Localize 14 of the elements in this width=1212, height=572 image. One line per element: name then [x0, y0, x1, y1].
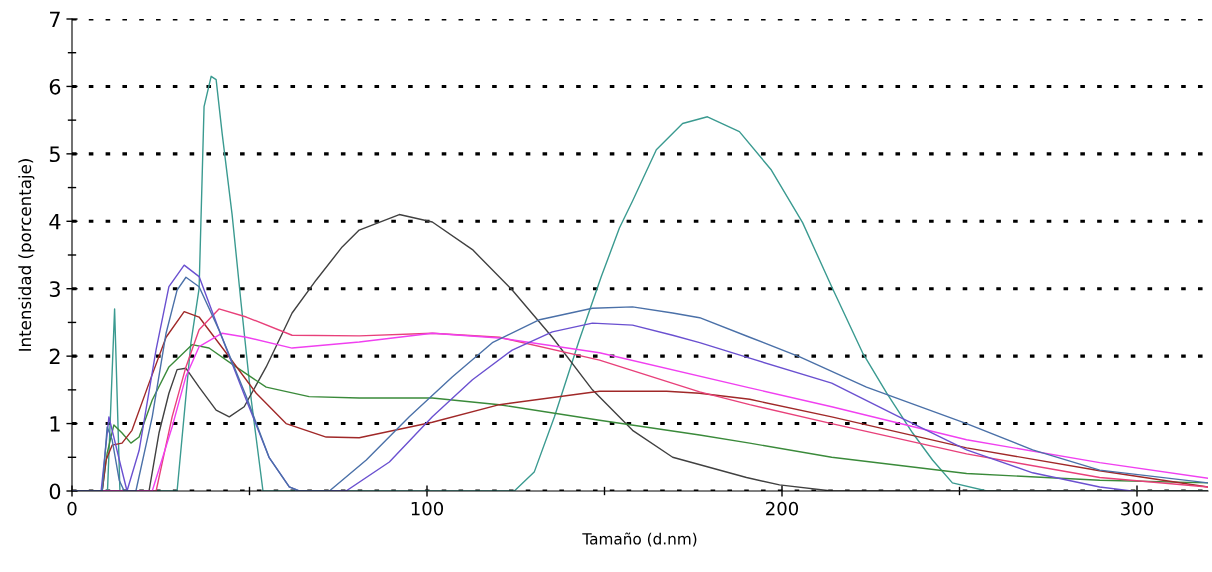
x-axis-title: Tamaño (d.nm): [582, 532, 697, 547]
y-tick-label: 3: [49, 281, 60, 297]
x-tick-label: 300: [1121, 501, 1154, 516]
y-tick-label: 1: [50, 416, 60, 432]
x-tick-label: 200: [766, 501, 799, 516]
y-tick-label: 6: [49, 78, 61, 95]
x-tick-label: 100: [411, 501, 444, 516]
y-axis-title: Intensidad (porcentaje): [18, 159, 35, 351]
y-tick-label: 7: [50, 11, 60, 27]
y-tick-label: 5: [49, 146, 60, 163]
x-tick-label: 0: [67, 501, 77, 516]
y-tick-label: 2: [49, 348, 60, 365]
y-tick-label: 0: [49, 483, 61, 500]
y-tick-label: 4: [49, 214, 61, 230]
